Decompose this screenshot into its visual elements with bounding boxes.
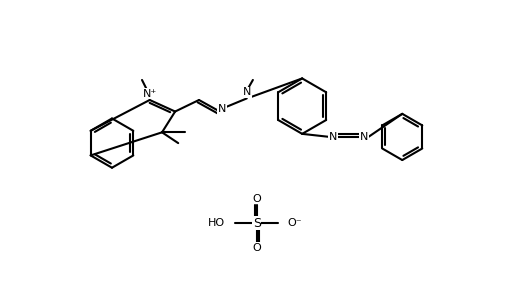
Text: N: N	[329, 132, 337, 142]
Text: O⁻: O⁻	[288, 218, 302, 228]
Text: O: O	[252, 243, 261, 253]
Text: S: S	[253, 217, 261, 230]
Text: N: N	[360, 132, 368, 142]
Text: O: O	[252, 193, 261, 204]
Text: HO: HO	[208, 218, 225, 228]
Text: N⁺: N⁺	[143, 89, 157, 99]
Text: N: N	[218, 104, 227, 114]
Text: N: N	[242, 87, 251, 97]
